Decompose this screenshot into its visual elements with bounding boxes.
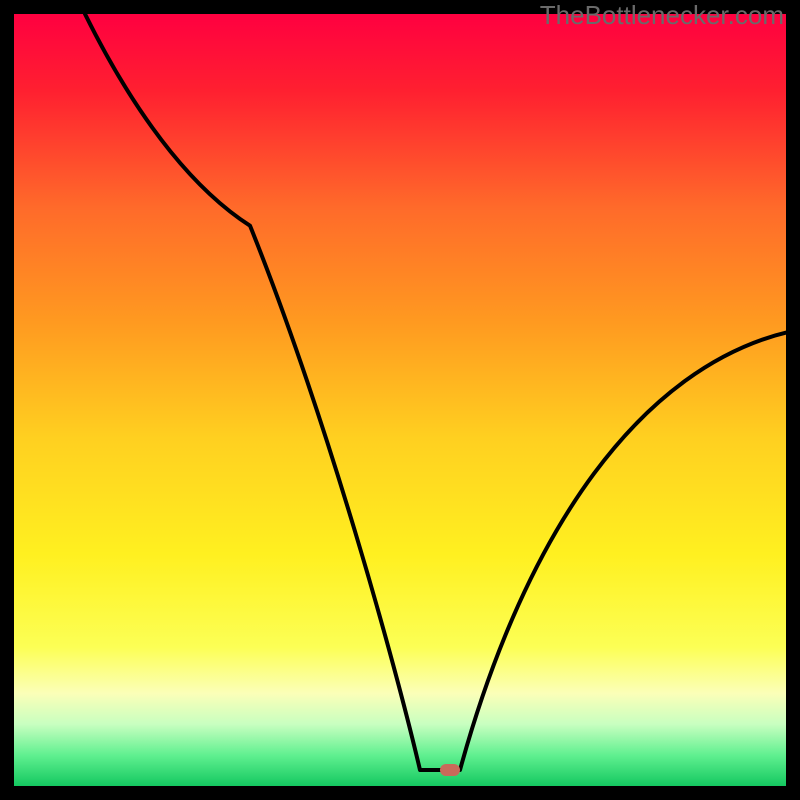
optimal-point-marker bbox=[440, 764, 460, 776]
bottleneck-chart: TheBottlenecker.com bbox=[0, 0, 800, 800]
chart-background bbox=[14, 14, 786, 786]
watermark-label: TheBottlenecker.com bbox=[540, 0, 784, 30]
